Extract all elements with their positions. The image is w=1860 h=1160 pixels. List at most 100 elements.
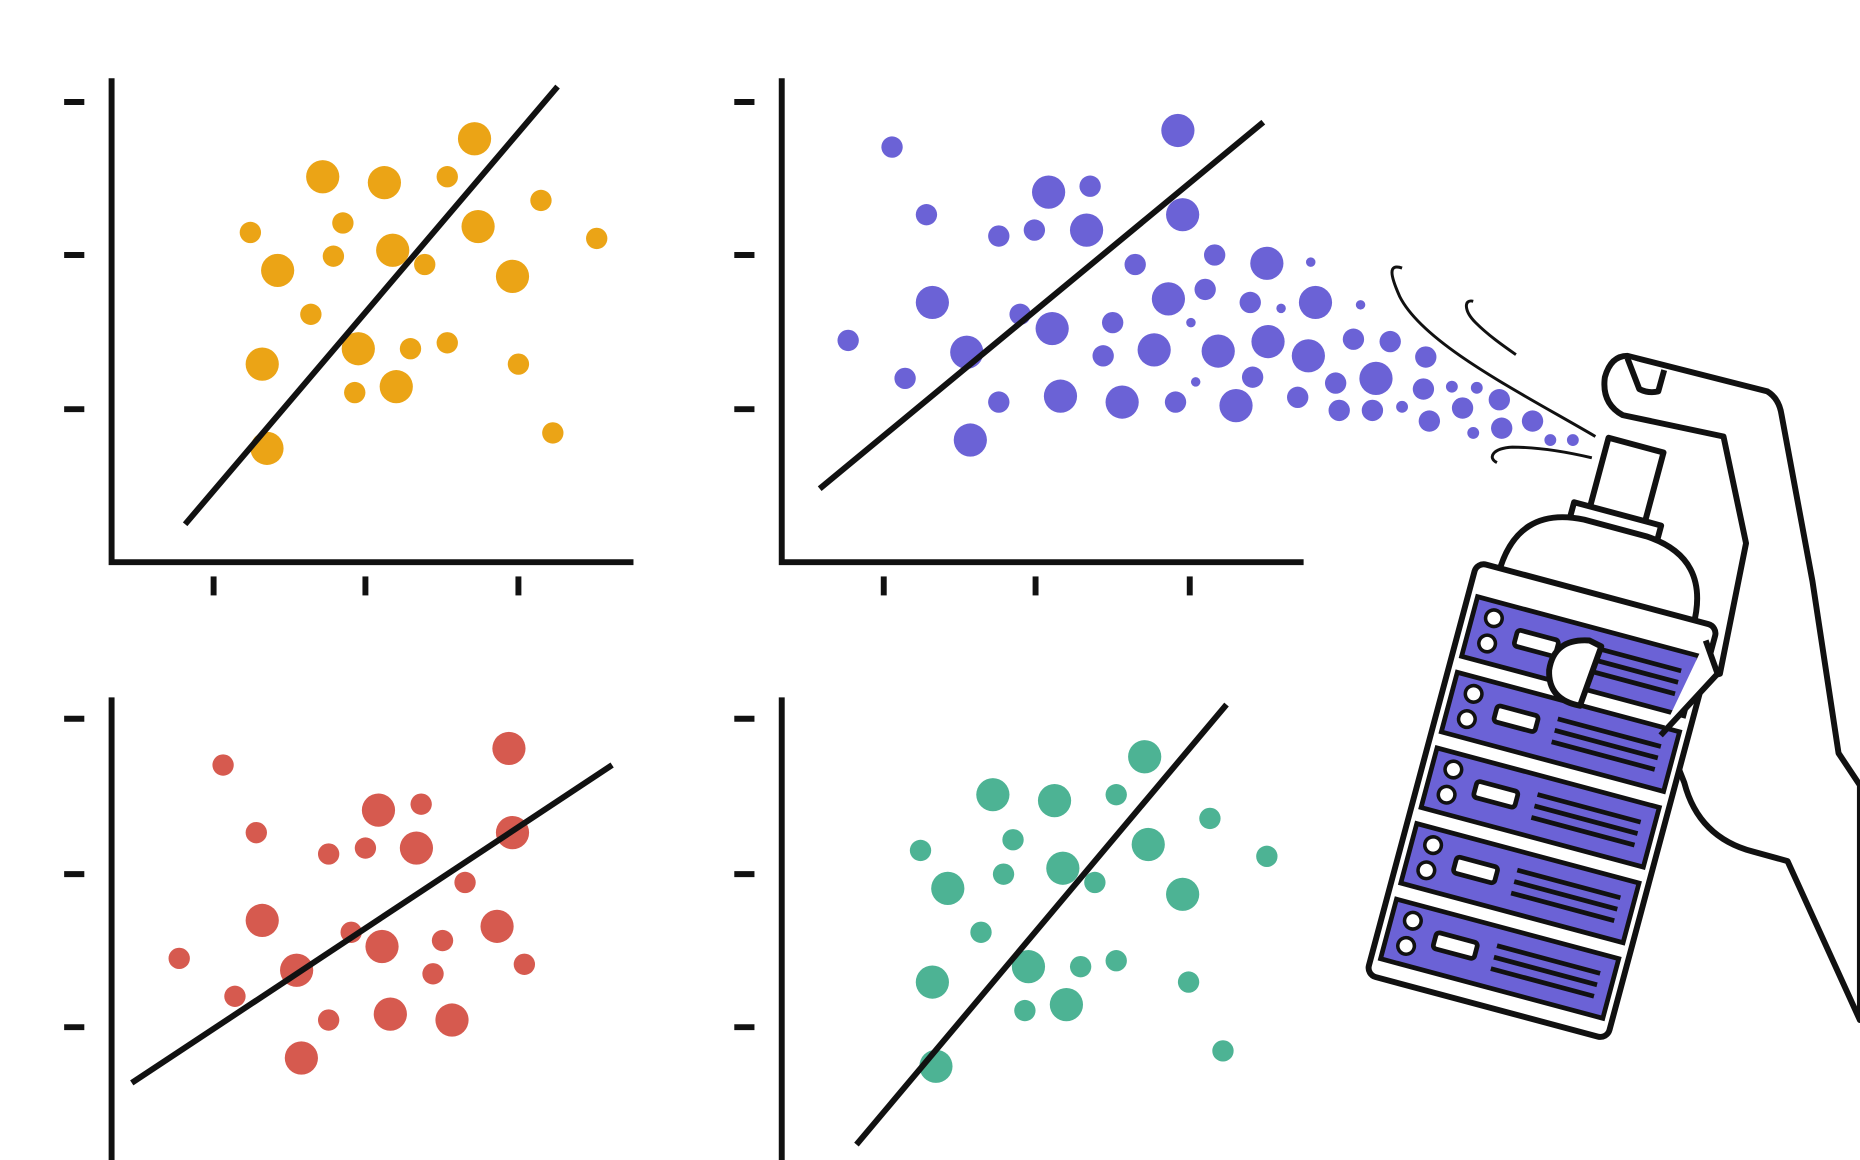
can-dome	[1495, 514, 1701, 630]
panel-purple	[734, 78, 1579, 596]
finger-edge	[1658, 639, 1721, 738]
dot	[317, 1009, 340, 1031]
led	[1463, 683, 1484, 704]
dot	[586, 227, 608, 250]
dot	[480, 909, 514, 943]
dot	[492, 731, 526, 766]
axes	[778, 78, 1304, 566]
dot	[1467, 426, 1480, 439]
dot	[931, 871, 965, 905]
dot	[1049, 988, 1084, 1022]
dot	[1396, 400, 1408, 413]
server-unit	[1397, 820, 1642, 946]
dot	[1037, 784, 1072, 818]
dot	[976, 778, 1010, 812]
dot	[1418, 410, 1441, 432]
server-unit	[1418, 745, 1663, 870]
panel-red	[64, 697, 614, 1160]
server-unit	[1438, 669, 1683, 795]
dot	[1190, 377, 1201, 387]
dot	[988, 391, 1010, 413]
dot	[1166, 198, 1200, 232]
dots	[837, 113, 1579, 457]
dot	[1105, 385, 1139, 419]
dot	[915, 285, 949, 320]
dot	[837, 329, 859, 352]
dot	[322, 245, 345, 267]
led	[1416, 860, 1437, 881]
dot	[1043, 379, 1078, 413]
dot	[1131, 827, 1165, 862]
dot	[317, 843, 340, 865]
swoosh	[1390, 265, 1597, 438]
dot	[1251, 324, 1285, 359]
dot	[1521, 410, 1544, 432]
dot	[1412, 378, 1435, 400]
dot	[435, 1003, 469, 1037]
dot	[1219, 389, 1253, 423]
dot	[1014, 999, 1036, 1022]
dot	[367, 166, 402, 200]
dot	[1002, 829, 1024, 851]
dot	[332, 212, 354, 234]
dots	[239, 122, 608, 465]
dot	[245, 347, 279, 381]
dot	[988, 225, 1010, 247]
dot	[1415, 346, 1437, 368]
dot	[300, 303, 322, 325]
dot	[1342, 328, 1365, 350]
dot	[365, 929, 399, 964]
led	[1423, 835, 1444, 856]
dot	[1361, 399, 1384, 422]
dot	[1445, 380, 1458, 393]
dot	[414, 253, 436, 276]
server-unit	[1377, 896, 1622, 1022]
dot	[410, 793, 432, 815]
slot	[1451, 854, 1500, 886]
swoosh	[1464, 299, 1517, 356]
spray-lines	[1390, 265, 1597, 464]
dot	[881, 136, 903, 158]
dot	[1287, 386, 1309, 409]
dot	[1166, 877, 1200, 911]
dot	[513, 953, 536, 975]
dot	[376, 233, 410, 267]
led	[1402, 910, 1423, 931]
axes	[108, 78, 634, 566]
dot	[1032, 175, 1066, 209]
dot	[542, 422, 564, 444]
dot	[341, 332, 375, 366]
dot	[379, 370, 413, 404]
dot	[212, 754, 234, 776]
dot	[306, 160, 340, 194]
dot	[245, 821, 267, 844]
dot	[250, 431, 284, 465]
dot	[1124, 253, 1146, 276]
dot	[1035, 311, 1069, 346]
trend-line	[854, 702, 1229, 1147]
grill	[1530, 792, 1642, 848]
dot	[1470, 381, 1483, 394]
dot	[1201, 334, 1235, 368]
dot	[1105, 950, 1127, 972]
dot	[1324, 372, 1347, 394]
led	[1396, 935, 1417, 957]
dot	[915, 965, 949, 999]
dot	[224, 985, 246, 1007]
dot	[1069, 955, 1092, 978]
dot	[1451, 397, 1474, 419]
dot	[457, 122, 492, 156]
dot	[1164, 391, 1187, 413]
dot	[399, 338, 422, 360]
dot	[1069, 213, 1104, 247]
dot	[1291, 339, 1325, 373]
dot	[399, 831, 434, 865]
dot	[507, 353, 530, 375]
dot	[361, 793, 396, 827]
dot	[894, 367, 916, 390]
dot	[436, 332, 458, 354]
hand-outline	[1574, 352, 1860, 1024]
dot	[1137, 333, 1171, 367]
dot	[1355, 300, 1366, 310]
